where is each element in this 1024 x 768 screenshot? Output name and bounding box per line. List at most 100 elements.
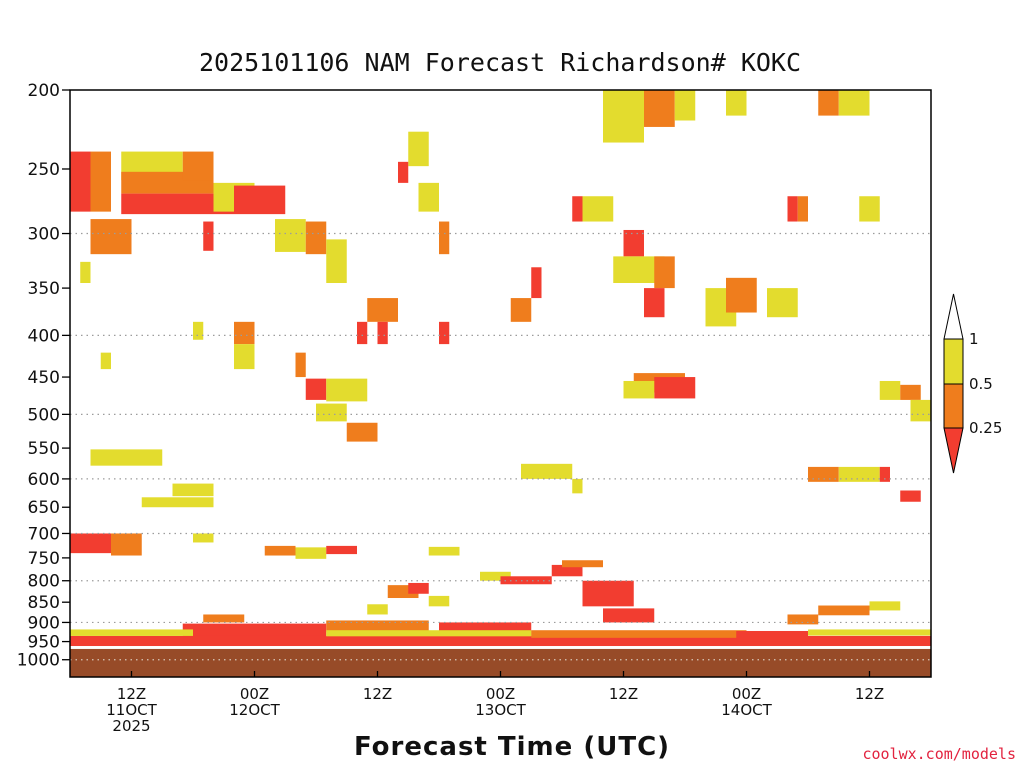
heatmap-cell — [808, 466, 839, 482]
heatmap-cell — [264, 545, 296, 556]
heatmap-cell — [808, 629, 931, 636]
heatmap-cell — [203, 221, 214, 251]
x-tick-label: 12Z — [117, 685, 146, 703]
colorbar-label: 0.25 — [969, 419, 1002, 437]
heatmap-cell — [326, 620, 429, 633]
x-tick-label: 14OCT — [721, 701, 772, 719]
x-tick-label: 12Z — [855, 685, 884, 703]
heatmap-cell — [295, 547, 327, 559]
heatmap-cell — [654, 256, 675, 289]
x-tick-label: 2025 — [112, 717, 150, 735]
heatmap-cell — [182, 623, 327, 638]
heatmap-cell — [203, 614, 245, 623]
heatmap-cell — [90, 449, 163, 466]
heatmap-cell — [818, 605, 870, 616]
y-tick-label: 550 — [28, 439, 60, 459]
heatmap-cell — [838, 90, 870, 116]
heatmap-cell — [408, 582, 429, 594]
heatmap-cell — [674, 90, 696, 121]
y-tick-label: 700 — [28, 524, 60, 544]
heatmap-cell — [726, 90, 747, 116]
heatmap-cell — [141, 497, 214, 508]
colorbar-legend: 1 0.5 0.25 — [943, 293, 1002, 474]
x-tick-label: 00Z — [240, 685, 269, 703]
heatmap-cell — [234, 344, 255, 370]
heatmap-cell — [767, 288, 798, 318]
credit-link[interactable]: coolwx.com/models — [862, 745, 1016, 763]
heatmap-cell — [295, 352, 306, 378]
heatmap-cell — [377, 321, 388, 345]
heatmap-cell — [869, 601, 901, 611]
heatmap-cell — [644, 288, 665, 318]
heatmap-cell — [182, 151, 214, 181]
heatmap-cell — [193, 321, 204, 340]
heatmap-cell — [582, 580, 634, 607]
y-tick-label: 1000 — [17, 651, 60, 671]
heatmap-cell — [726, 277, 757, 313]
heatmap-cell — [234, 185, 286, 215]
heatmap-cell — [398, 161, 409, 183]
heatmap-cell — [644, 90, 675, 127]
heatmap-cell — [305, 221, 327, 255]
heatmap-cell — [910, 399, 931, 422]
colorbar-segment — [943, 383, 964, 429]
heatmap-cell — [623, 229, 644, 257]
heatmap-cell — [623, 380, 655, 399]
heatmap-cell — [582, 196, 614, 222]
x-tick-label: 00Z — [486, 685, 515, 703]
heatmap-cell — [305, 378, 327, 400]
colorbar-bottom-arrow — [943, 427, 964, 474]
heatmap-cell — [90, 219, 132, 255]
y-tick-label: 250 — [28, 160, 60, 180]
heatmap-cell — [234, 321, 255, 345]
colorbar-segment — [943, 338, 964, 385]
heatmap-cell — [439, 321, 450, 345]
heatmap-cells — [70, 90, 931, 647]
heatmap-cell — [367, 298, 398, 322]
y-tick-label: 800 — [28, 572, 60, 592]
heatmap-cell — [603, 608, 655, 623]
y-tick-label: 300 — [28, 225, 60, 245]
heatmap-cell — [408, 131, 429, 167]
heatmap-cell — [531, 630, 747, 638]
heatmap-cell — [531, 267, 542, 299]
heatmap-cell — [418, 182, 439, 212]
heatmap-cell — [654, 377, 696, 399]
heatmap-cell — [859, 196, 880, 222]
heatmap-cell — [111, 533, 142, 556]
x-tick-label: 00Z — [732, 685, 761, 703]
heatmap-cell — [562, 560, 603, 568]
y-tick-label: 200 — [28, 81, 60, 101]
heatmap-cell — [90, 151, 111, 212]
heatmap-cell — [838, 466, 880, 482]
gridlines — [70, 232, 931, 661]
heatmap-cell — [80, 261, 91, 284]
heatmap-cell — [787, 614, 819, 625]
x-tick-label: 12Z — [609, 685, 638, 703]
y-tick-label: 650 — [28, 498, 60, 518]
y-tick-label: 450 — [28, 368, 60, 388]
heatmap-cell — [879, 466, 890, 482]
x-tick-label: 12OCT — [229, 701, 280, 719]
heatmap-cell — [326, 545, 357, 555]
x-tick-label: 13OCT — [475, 701, 526, 719]
heatmap-cell — [70, 629, 193, 636]
heatmap-cell — [357, 321, 368, 345]
heatmap-cell — [70, 151, 91, 212]
heatmap-cell — [326, 239, 347, 284]
y-axis: 200 250 300 350 400 450 500 550 600 650 700 750 8008… — [17, 81, 70, 671]
y-tick-label: 400 — [28, 326, 60, 346]
heatmap-cell — [346, 422, 378, 442]
heatmap-cell — [428, 546, 460, 556]
heatmap-cell — [70, 635, 931, 647]
x-axis-title: Forecast Time (UTC) — [353, 732, 671, 762]
y-tick-label: 600 — [28, 470, 60, 490]
heatmap-cell — [193, 533, 214, 543]
heatmap-cell — [100, 352, 111, 370]
heatmap-cell — [367, 604, 388, 615]
heatmap-cell — [500, 576, 552, 585]
heatmap-cell — [603, 90, 644, 143]
colorbar-label: 0.5 — [969, 375, 993, 393]
